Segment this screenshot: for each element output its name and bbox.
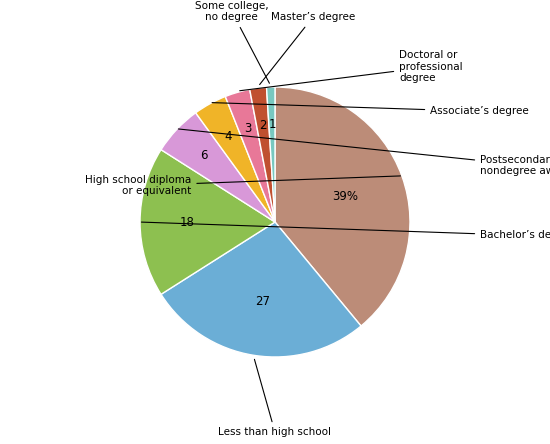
Text: 39%: 39% <box>332 190 358 203</box>
Text: Master’s degree: Master’s degree <box>260 12 355 84</box>
Wedge shape <box>275 87 410 326</box>
Text: High school diploma
or equivalent: High school diploma or equivalent <box>85 175 400 196</box>
Text: 27: 27 <box>255 296 270 309</box>
Text: 2: 2 <box>259 119 267 132</box>
Text: Associate’s degree: Associate’s degree <box>212 103 529 116</box>
Wedge shape <box>226 89 275 222</box>
Text: 4: 4 <box>224 131 232 143</box>
Wedge shape <box>196 96 275 222</box>
Text: Some college,
no degree: Some college, no degree <box>195 0 270 83</box>
Wedge shape <box>250 87 275 222</box>
Wedge shape <box>161 222 361 357</box>
Text: 6: 6 <box>200 149 208 162</box>
Text: Bachelor’s degree: Bachelor’s degree <box>141 222 550 241</box>
Wedge shape <box>161 113 275 222</box>
Wedge shape <box>267 87 275 222</box>
Text: 1: 1 <box>268 119 276 131</box>
Text: Less than high school: Less than high school <box>218 359 332 437</box>
Wedge shape <box>140 150 275 294</box>
Text: Postsecondary
nondegree award: Postsecondary nondegree award <box>178 129 550 176</box>
Text: 18: 18 <box>180 215 195 229</box>
Text: Doctoral or
professional
degree: Doctoral or professional degree <box>240 50 463 91</box>
Text: 3: 3 <box>244 122 251 135</box>
